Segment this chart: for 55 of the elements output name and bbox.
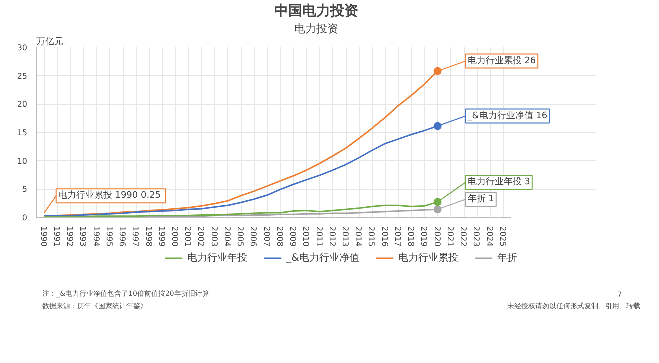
x-tick-label: 1991 [52,226,62,247]
y-tick-label: 0 [22,214,28,222]
legend-label: _&电力行业净值 [286,252,360,265]
x-tick-label: 1998 [144,226,154,247]
x-tick-label: 2020 [432,226,442,247]
x-tick-label: 2005 [236,226,246,247]
x-tick-label: 1993 [78,226,88,247]
x-tick-label: 2006 [249,226,258,247]
x-tick-label: 2004 [222,226,232,247]
x-tick-label: 2008 [275,226,284,247]
y-tick-label: 10 [17,156,28,166]
x-tick-label: 2013 [341,226,350,247]
x-tick-label: 2016 [380,226,390,247]
x-tick-label: 2024 [485,226,494,247]
annotation: 电力行业年投 3 [468,176,530,188]
legend-label: 年折 [497,252,518,265]
x-tick-label: 2019 [420,226,429,247]
x-tick-label: 1996 [118,226,128,247]
x-tick-label: 2015 [367,226,376,247]
x-tick-label: 2022 [459,226,468,247]
x-tick-label: 2010 [302,226,311,247]
x-tick-label: 2025 [498,226,508,247]
x-tick-label: 1990 [39,226,48,247]
legend-label: 电力行业年投 [188,252,248,265]
annotation: 年折 1 [468,194,494,205]
legend-label: 电力行业累投 [398,252,458,265]
x-tick-label: 2009 [288,226,298,247]
x-tick-label: 1997 [131,226,140,247]
annotation: 电力行业累投 26 [468,55,536,66]
x-tick-label: 1994 [92,226,101,247]
annotation: 电力行业累投 1990 0.25 [58,190,162,202]
x-tick-label: 2018 [406,226,416,247]
y-tick-label: 20 [17,100,28,110]
x-tick-label: 2001 [184,226,193,247]
x-tick-label: 2002 [196,226,206,247]
x-tick-label: 1999 [157,226,166,247]
x-tick-label: 2000 [170,226,180,247]
y-tick-label: 15 [17,128,28,138]
x-tick-label: 2007 [262,226,272,247]
y-tick-label: 5 [22,185,28,194]
x-tick-label: 1995 [104,226,114,247]
x-tick-label: 2017 [393,226,402,247]
x-tick-label: 2021 [446,226,455,247]
x-tick-label: 2012 [328,226,337,247]
y-axis-title: 万亿元 [36,36,64,48]
chart-subtitle: 电力投资 [294,22,338,36]
x-tick-label: 2011 [314,226,324,247]
x-tick-label: 2003 [210,226,219,247]
y-tick-label: 30 [17,44,28,52]
annotation: _&电力行业净值 16 [466,110,548,122]
y-tick-label: 25 [17,72,28,81]
x-tick-label: 1992 [66,226,75,247]
x-tick-label: 2023 [472,226,482,247]
chart-title: 中国电力投资 [274,4,358,20]
x-tick-label: 2014 [354,226,364,247]
